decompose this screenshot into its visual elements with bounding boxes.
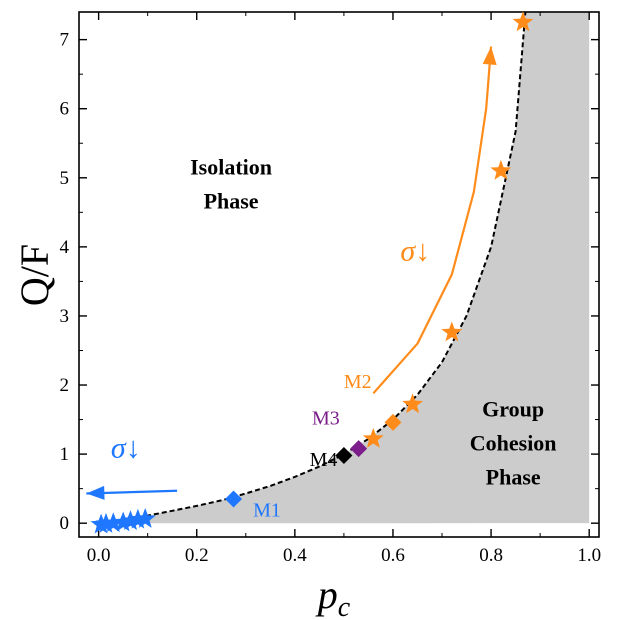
x-axis-title: pc [315,572,351,620]
x-tick-label: 0.0 [87,545,111,566]
x-tick-label: 0.6 [381,545,405,566]
star-marker [402,393,423,414]
region-label-line: Isolation [190,155,272,180]
y-tick-label: 1 [60,444,70,465]
y-tick-label: 7 [60,30,70,51]
diamond-marker [350,440,368,458]
star-marker [134,508,156,528]
region-labels-layer: Isolation Phase Group Cohesion Phase [190,155,556,490]
star-marker [102,512,124,533]
marker-label: M1 [253,499,281,521]
y-tick-label: 0 [60,513,70,534]
marker-label: M2 [344,371,372,393]
region-label-line: Cohesion [470,431,557,456]
diamond-marker [384,413,402,431]
star-marker [512,11,534,32]
region-label-line: Group [482,397,544,422]
sigma-decrease-label: σ↓ [111,432,141,465]
y-tick-label: 2 [60,375,70,396]
star-marker [112,511,134,532]
boundary-curve [98,12,527,525]
region-label-line: Phase [204,189,259,214]
shaded-region-layer [98,12,590,524]
x-tick-label: 1.0 [577,545,601,566]
diamond-marker [225,490,243,508]
star-marker [441,321,463,342]
trend-arrow-head [482,46,497,66]
cohesion-region-fill [98,12,590,524]
x-tick-label: 0.8 [479,545,503,566]
star-marker [362,427,384,448]
arrows-layer: σ↓ σ↓ [86,46,497,500]
plot-frame [78,11,600,538]
marker-label: M4 [310,449,338,471]
y-axis-title: Q/F [12,244,57,306]
y-tick-label: 5 [60,168,70,189]
y-tick-label: 4 [60,237,70,258]
trend-arrow-head [86,485,105,500]
x-tick-label: 0.4 [283,545,307,566]
sigma-decrease-label: σ↓ [400,235,430,268]
axis-ticks-layer: 0.0 0.2 0.4 0.6 0.8 1.0 0 1 2 3 4 5 6 7 [60,12,601,566]
region-label-line: Phase [486,465,541,490]
y-tick-label: 6 [60,99,70,120]
star-marker [127,508,149,529]
trend-arrow-line [372,46,493,395]
marker-label: M3 [312,407,340,429]
star-marker [490,159,512,180]
x-tick-label: 0.2 [185,545,209,566]
y-tick-label: 3 [60,306,70,327]
boundary-curve-layer [98,12,527,525]
star-marker [95,512,117,533]
diamond-marker [335,446,353,464]
star-marker [120,510,141,530]
